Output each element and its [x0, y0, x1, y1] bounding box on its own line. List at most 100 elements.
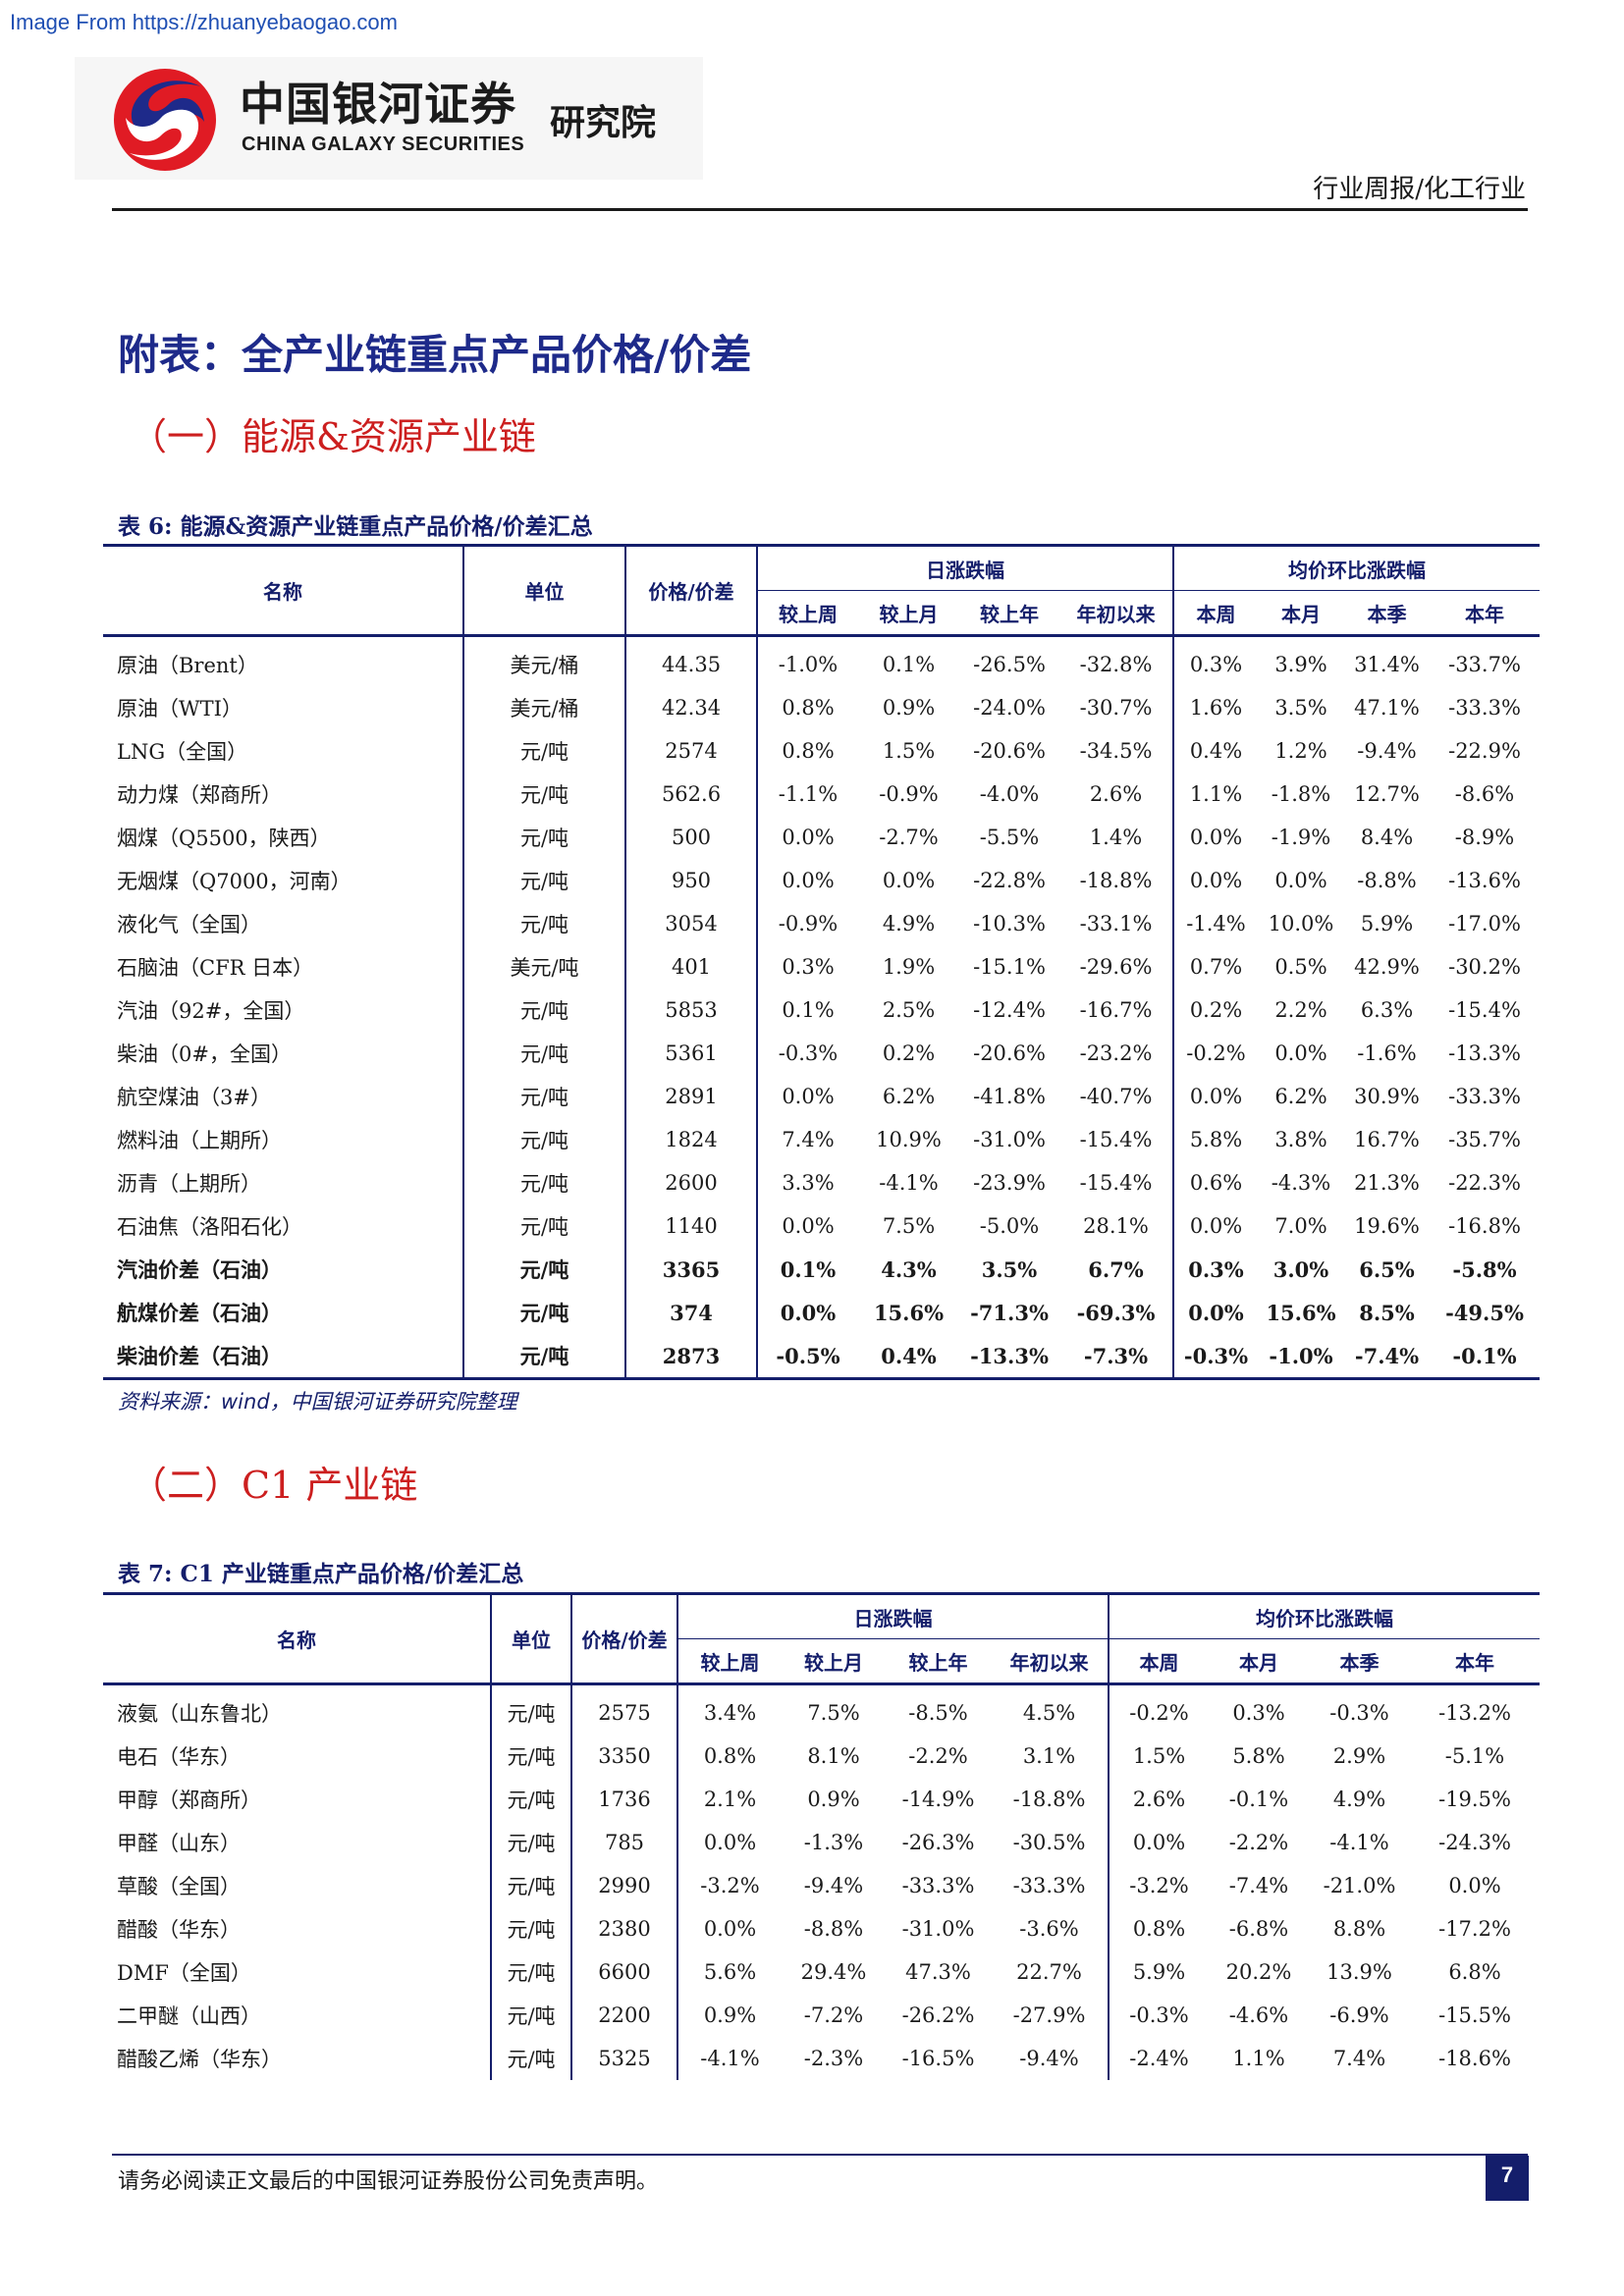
watermark-url: Image From https://zhuanyebaogao.com: [10, 10, 398, 34]
change-cell: 5.8%: [1232, 1744, 1285, 1768]
change-cell: 7.4%: [782, 1128, 835, 1151]
unit-cell: 元/吨: [463, 773, 626, 816]
price-cell: 3350: [571, 1735, 678, 1778]
change-cell: 8.8%: [1332, 1917, 1386, 1941]
change-cell: -32.8%: [1059, 635, 1174, 686]
change-cell: 4.3%: [881, 1256, 937, 1282]
table-row: 原油（Brent） 美元/桶 44.35 -1.0% 0.1% -26.5% -32.8% 0…: [103, 635, 1540, 686]
change-cell: -10.3%: [973, 912, 1046, 935]
product-name-cell: 电石（华东）: [103, 1735, 492, 1778]
header-divider: [112, 208, 1528, 211]
change-cell: 0.4%: [1189, 739, 1243, 763]
change-cell: -4.1%: [700, 2047, 760, 2070]
change-cell: -33.3%: [991, 1864, 1110, 1907]
price-cell: 401: [625, 945, 758, 988]
change-cell: -23.9%: [973, 1171, 1046, 1195]
change-cell: -13.3%: [1448, 1041, 1521, 1065]
product-name-cell: LNG（全国）: [103, 729, 464, 773]
product-name-cell: 液化气（全国）: [103, 902, 464, 945]
col-header-week: 较上周: [700, 1650, 760, 1675]
price-cell: 2600: [625, 1161, 758, 1204]
change-cell: -5.5%: [979, 826, 1040, 849]
price-cell: 2380: [571, 1907, 678, 1950]
source-note: 资料来源：wind，中国银河证券研究院整理: [118, 1390, 517, 1414]
change-cell: 0.0%: [703, 1831, 757, 1854]
col-header-avg-quarter: 本季: [1339, 1650, 1380, 1675]
change-cell: -0.2%: [1129, 1701, 1189, 1725]
change-cell: 0.0%: [780, 1300, 837, 1325]
unit-cell: 美元/吨: [463, 945, 626, 988]
change-cell: -4.3%: [1271, 1171, 1331, 1195]
change-cell: 2.6%: [1059, 773, 1174, 816]
change-cell: -31.0%: [901, 1917, 975, 1941]
change-cell: -26.3%: [901, 1831, 975, 1854]
change-cell: 1.5%: [882, 739, 936, 763]
table-row: 液氨（山东鲁北） 元/吨 2575 3.4% 7.5% -8.5% 4.5% -0.2% 0.3…: [103, 1683, 1540, 1735]
change-cell: -1.3%: [803, 1831, 864, 1854]
change-cell: -30.7%: [1059, 686, 1174, 729]
change-cell: -34.5%: [1059, 729, 1174, 773]
change-cell: 5.8%: [1189, 1128, 1243, 1151]
change-cell: -23.2%: [1059, 1032, 1174, 1075]
change-cell: 3.4%: [703, 1701, 757, 1725]
change-cell: 3.3%: [782, 1171, 835, 1195]
change-cell: 0.8%: [703, 1744, 757, 1768]
col-header-name: 名称: [103, 545, 464, 636]
table-row: 二甲醚（山西） 元/吨 2200 0.9% -7.2% -26.2% -27.9% -0.3%…: [103, 1994, 1540, 2037]
change-cell: 7.5%: [882, 1214, 936, 1238]
change-cell: 3.5%: [981, 1256, 1038, 1282]
change-cell: -1.9%: [1271, 826, 1331, 849]
change-cell: -33.3%: [901, 1874, 975, 1897]
change-cell: -22.9%: [1448, 739, 1521, 763]
col-header-year: 较上年: [980, 602, 1039, 626]
change-cell: -17.0%: [1448, 912, 1521, 935]
change-cell: 2.5%: [882, 998, 936, 1022]
unit-cell: 元/吨: [491, 1907, 572, 1950]
change-cell: 3.0%: [1272, 1256, 1329, 1282]
product-name-cell: 醋酸（华东）: [103, 1907, 492, 1950]
change-cell: 6.5%: [1359, 1256, 1415, 1282]
section-title-c1: （二）C1 产业链: [130, 1464, 418, 1507]
change-cell: 0.9%: [882, 696, 936, 720]
unit-cell: 元/吨: [491, 1683, 572, 1735]
price-cell: 5361: [625, 1032, 758, 1075]
group-header-avg: 均价环比涨跌幅: [1109, 1593, 1540, 1639]
change-cell: -8.8%: [803, 1917, 864, 1941]
change-cell: 0.0%: [1132, 1831, 1186, 1854]
unit-cell: 元/吨: [491, 1864, 572, 1907]
change-cell: -1.8%: [1271, 782, 1331, 806]
change-cell: 7.4%: [1332, 2047, 1386, 2070]
change-cell: -18.8%: [1059, 859, 1174, 902]
change-cell: 1.1%: [1232, 2047, 1285, 2070]
price-cell: 785: [571, 1821, 678, 1864]
change-cell: -9.4%: [803, 1874, 864, 1897]
change-cell: 0.1%: [882, 653, 936, 676]
table-row: 醋酸乙烯（华东） 元/吨 5325 -4.1% -2.3% -16.5% -9.4% -2.4…: [103, 2037, 1540, 2080]
price-cell: 500: [625, 816, 758, 859]
price-cell: 374: [625, 1291, 758, 1334]
product-name-cell: 汽油（92#，全国）: [103, 988, 464, 1032]
change-cell: -15.4%: [1059, 1118, 1174, 1161]
change-cell: -41.8%: [973, 1085, 1046, 1108]
change-cell: -2.7%: [879, 826, 939, 849]
change-cell: 0.4%: [881, 1343, 937, 1368]
change-cell: -30.2%: [1448, 955, 1521, 979]
price-cell: 1736: [571, 1778, 678, 1821]
change-cell: -3.6%: [991, 1907, 1110, 1950]
table-row: 草酸（全国） 元/吨 2990 -3.2% -9.4% -33.3% -33.3% -3.2%…: [103, 1864, 1540, 1907]
price-cell: 3054: [625, 902, 758, 945]
report-type: 行业周报/化工行业: [1313, 175, 1526, 204]
change-cell: 0.0%: [1189, 1085, 1243, 1108]
product-name-cell: 二甲醚（山西）: [103, 1994, 492, 2037]
unit-cell: 元/吨: [491, 1821, 572, 1864]
price-cell: 6600: [571, 1950, 678, 1994]
product-name-cell: 原油（Brent）: [103, 635, 464, 686]
table-row: 无烟煤（Q7000，河南） 元/吨 950 0.0% 0.0% -22.8% -18.8% 0…: [103, 859, 1540, 902]
change-cell: -22.3%: [1448, 1171, 1521, 1195]
unit-cell: 元/吨: [491, 1778, 572, 1821]
group-header-avg: 均价环比涨跌幅: [1173, 545, 1540, 591]
change-cell: -26.5%: [973, 653, 1046, 676]
product-name-cell: 甲醇（郑商所）: [103, 1778, 492, 1821]
change-cell: 19.6%: [1354, 1214, 1420, 1238]
change-cell: -1.0%: [1269, 1343, 1333, 1368]
